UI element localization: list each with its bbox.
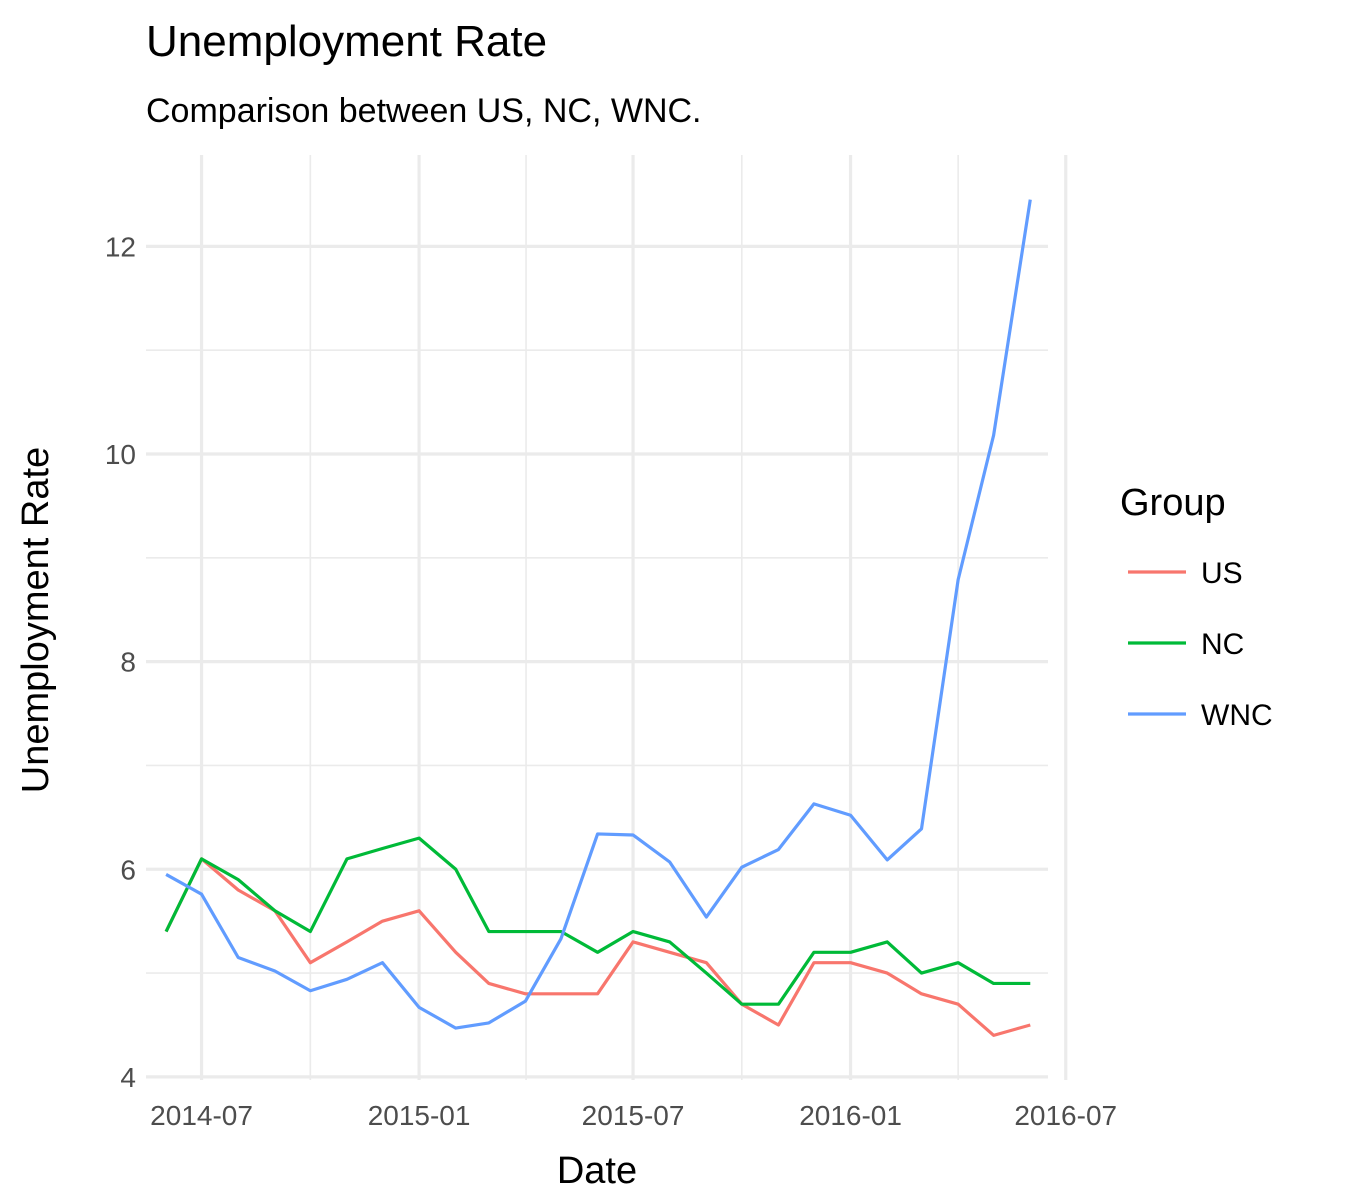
y-axis-title: Unemployment Rate [15, 447, 57, 793]
chart-title: Unemployment Rate [146, 17, 547, 66]
series-line-wnc [165, 199, 1032, 1030]
x-axis-title: Date [557, 1150, 637, 1192]
y-axis-ticks: 4 6 8 10 12 [105, 231, 136, 1093]
legend-item-us: US [1128, 557, 1243, 590]
grid-layer [146, 155, 1068, 1080]
x-tick-label: 2016-01 [799, 1100, 902, 1131]
x-tick-label: 2016-07 [1014, 1100, 1117, 1131]
y-tick-label: 10 [105, 439, 136, 470]
chart-subtitle: Comparison between US, NC, WNC. [146, 92, 702, 130]
legend-label-us: US [1201, 557, 1243, 590]
y-tick-label: 8 [120, 647, 136, 678]
legend-items: US NC WNC [1128, 557, 1273, 732]
x-tick-label: 2014-07 [150, 1100, 253, 1131]
x-axis-ticks: 2014-07 2015-01 2015-07 2016-01 2016-07 [150, 1100, 1117, 1131]
legend-label-nc: NC [1201, 628, 1244, 661]
legend-title: Group [1120, 482, 1226, 524]
y-tick-label: 12 [105, 231, 136, 262]
legend-label-wnc: WNC [1201, 699, 1273, 732]
y-tick-label: 4 [120, 1062, 136, 1093]
x-tick-label: 2015-07 [582, 1100, 685, 1131]
y-tick-label: 6 [120, 854, 136, 885]
legend-item-wnc: WNC [1128, 699, 1273, 732]
legend: Group US NC WNC [1120, 482, 1273, 732]
series-line-nc [164, 836, 1031, 1006]
series-line-us [164, 857, 1031, 1037]
series-layer [164, 199, 1032, 1037]
x-tick-label: 2015-01 [368, 1100, 471, 1131]
legend-item-nc: NC [1128, 628, 1244, 661]
